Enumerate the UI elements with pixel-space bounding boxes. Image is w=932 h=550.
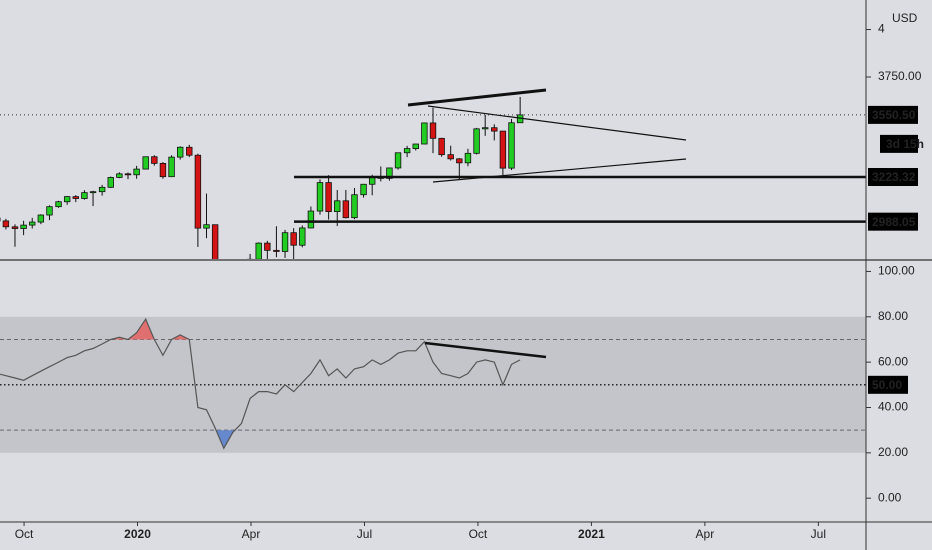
candle-body — [151, 156, 158, 164]
candle-body — [316, 182, 324, 212]
candle-body — [124, 173, 132, 176]
midline-box — [868, 375, 908, 394]
candle-body — [412, 143, 419, 149]
candle-body — [307, 210, 315, 229]
price-label-box — [868, 167, 918, 186]
trend-line — [407, 88, 547, 107]
x-tick-label: 2021 — [578, 527, 605, 541]
x-tick-label: Apr — [242, 527, 261, 541]
candle-body — [168, 156, 175, 178]
x-tick-label: Jul — [811, 527, 826, 541]
candle-body — [508, 122, 515, 169]
candle-body — [98, 186, 106, 193]
candle-body — [255, 242, 262, 259]
price-label-box — [868, 212, 918, 231]
candle-body — [20, 224, 27, 229]
price-label: 3223.32 — [872, 170, 916, 184]
candle-body — [2, 220, 10, 228]
last-price-box — [868, 105, 918, 124]
countdown: 3d 15h — [886, 137, 924, 151]
midline-label: 50.00 — [872, 378, 902, 392]
candle-body — [37, 214, 45, 223]
x-tick-label: Oct — [469, 527, 488, 541]
candle-body — [29, 221, 36, 226]
candle-body — [464, 152, 472, 164]
candle-body — [142, 156, 149, 170]
candle-body — [421, 122, 428, 145]
candle-body — [211, 224, 219, 259]
axes: Oct 2020 Apr Jul Oct 2021 Apr Jul 4 3750.00 3223.3… — [15, 22, 924, 541]
x-tick-label: Apr — [696, 527, 715, 541]
drawings — [407, 88, 687, 183]
candle-body — [403, 148, 411, 154]
candle-body — [46, 206, 53, 216]
candle-body — [89, 191, 97, 194]
last-price-label: 3550.50 — [872, 108, 916, 122]
candle-body — [186, 146, 193, 156]
rsi-pane — [0, 316, 866, 453]
candle-body — [456, 158, 463, 164]
rsi-y-tick-label: 100.00 — [878, 264, 915, 278]
x-tick-label: 2020 — [124, 527, 151, 541]
candle-body — [386, 167, 393, 179]
candle-body — [491, 127, 498, 132]
candle-body — [325, 182, 332, 213]
candle-body — [499, 130, 507, 169]
countdown-box — [880, 134, 918, 153]
candle-body — [473, 128, 480, 154]
rsi-line — [0, 317, 521, 450]
candle-body — [334, 200, 341, 213]
rsi-trend-line — [424, 341, 547, 359]
candle-body — [203, 224, 210, 229]
candle-body — [273, 249, 280, 252]
trend-line — [427, 105, 687, 141]
currency: USD — [892, 11, 918, 25]
x-tick-label: Jul — [357, 527, 372, 541]
y-tick-label: 4 — [878, 22, 885, 36]
candle-body — [264, 242, 271, 251]
candle-body — [159, 162, 167, 178]
trend-line — [432, 158, 687, 183]
candle-body — [342, 200, 350, 219]
candle-body — [107, 177, 114, 188]
candle-body — [438, 137, 445, 156]
rsi-y-tick-label: 40.00 — [878, 400, 908, 414]
candle-body — [351, 194, 358, 219]
candle-body — [447, 154, 454, 160]
candle-body — [55, 201, 62, 208]
rsi-y-tick-label: 60.00 — [878, 354, 908, 368]
x-tick-label: Oct — [15, 527, 34, 541]
candle-body — [429, 122, 437, 139]
candle-body — [81, 192, 88, 199]
candle-body — [133, 168, 140, 176]
price-label: 2988.05 — [872, 215, 916, 229]
candle-body — [281, 232, 289, 252]
candle-body — [72, 196, 79, 199]
candle-body — [194, 154, 202, 229]
candle-body — [299, 227, 306, 246]
candle-body — [290, 232, 297, 246]
rsi-y-tick-label: 20.00 — [878, 445, 908, 459]
candle-body — [176, 146, 184, 158]
candle-body — [394, 152, 402, 169]
candle-body — [481, 127, 489, 130]
rsi-y-tick-label: 80.00 — [878, 309, 908, 323]
candle-body — [63, 196, 71, 203]
candle-body — [11, 226, 19, 229]
candle-body — [116, 173, 123, 178]
y-tick-label: 3750.00 — [878, 69, 922, 83]
candle-body — [360, 183, 367, 196]
oversold-fill — [216, 430, 235, 449]
price-pane — [0, 96, 866, 259]
rsi-y-tick-label: 0.00 — [878, 490, 902, 504]
